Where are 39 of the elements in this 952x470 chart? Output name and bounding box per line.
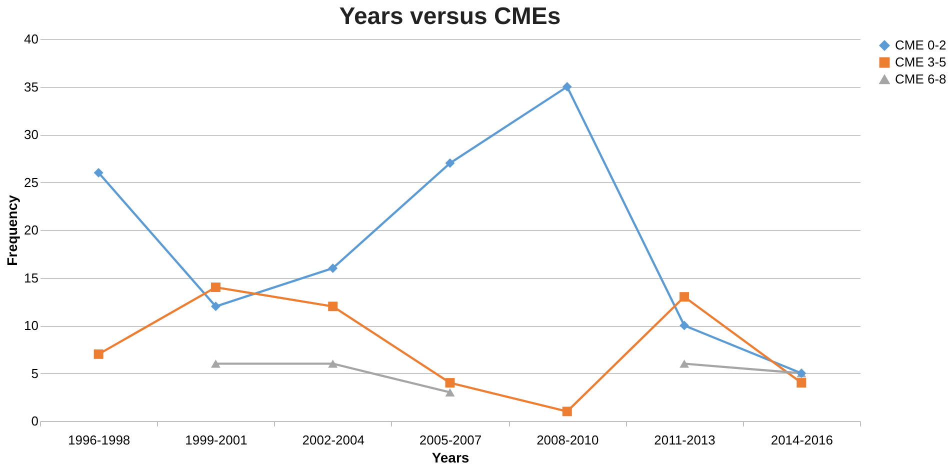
- x-tick-label: 2008-2010: [536, 432, 599, 448]
- point: [562, 406, 572, 416]
- y-tick-label: 35: [24, 79, 38, 94]
- y-tick-label: 25: [24, 174, 38, 190]
- y-tick-label: 20: [24, 222, 38, 238]
- point: [445, 158, 455, 168]
- y-tick-label: 40: [24, 32, 38, 46]
- legend-label: CME 6-8: [895, 72, 946, 86]
- x-tick-label: 2014-2016: [770, 432, 834, 448]
- point: [94, 168, 104, 178]
- legend-label: CME 3-5: [895, 54, 946, 70]
- x-tick-label: 2011-2013: [654, 432, 716, 448]
- point: [680, 360, 690, 368]
- point: [796, 378, 806, 388]
- y-tick-label: 0: [31, 414, 38, 428]
- y-tick-label: 15: [24, 270, 38, 286]
- chart-title: Years versus CMEs: [339, 3, 561, 30]
- x-axis-title: Years: [432, 450, 470, 466]
- point: [562, 82, 572, 92]
- point: [445, 378, 455, 388]
- y-tick-label: 30: [24, 127, 38, 142]
- point: [210, 282, 220, 292]
- y-tick-label: 10: [24, 318, 38, 333]
- point: [210, 360, 220, 368]
- x-tick-label: 1999-2001: [185, 432, 248, 448]
- legend-label: CME 0-2: [895, 38, 946, 52]
- point: [328, 302, 338, 312]
- point: [210, 302, 220, 312]
- point: [328, 360, 338, 368]
- y-tick-label: 5: [31, 366, 38, 381]
- point: [680, 320, 690, 330]
- point: [445, 388, 455, 396]
- point: [328, 263, 338, 273]
- x-tick-label: 2005-2007: [419, 432, 482, 448]
- y-axis-title: Frequency: [4, 194, 20, 266]
- point: [94, 349, 104, 359]
- x-tick-label: 1996-1998: [68, 432, 130, 448]
- x-tick-label: 2002-2004: [302, 432, 364, 448]
- point: [680, 292, 690, 302]
